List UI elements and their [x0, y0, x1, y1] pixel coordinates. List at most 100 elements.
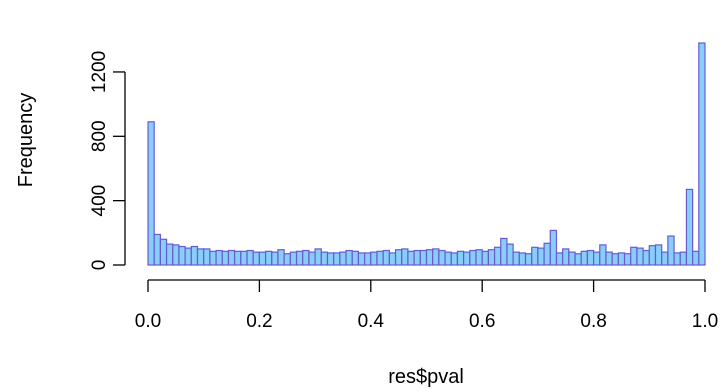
x-axis: 0.0 0.2 0.4 0.6 0.8 1.0 — [135, 279, 718, 332]
histogram-bar — [419, 249, 428, 266]
x-tick-label: 0.8 — [580, 311, 606, 332]
histogram-bar — [432, 248, 440, 266]
y-tick-label: 0 — [89, 260, 110, 271]
histogram-bar — [555, 252, 564, 266]
histogram-bar — [407, 250, 415, 266]
histogram-bar — [500, 237, 508, 266]
histogram-bar — [190, 245, 199, 266]
histogram-bar — [388, 252, 397, 266]
histogram-bar — [215, 249, 223, 266]
histogram-bar — [630, 246, 638, 266]
histogram-bar — [401, 248, 409, 266]
histogram-bar — [382, 249, 390, 266]
histogram-bar — [667, 235, 675, 266]
histogram-bar — [339, 251, 347, 266]
histogram-bar — [617, 252, 626, 266]
histogram-bar — [623, 253, 632, 266]
histogram-bar — [605, 251, 613, 266]
histogram-bar — [326, 252, 335, 266]
histogram-bar — [679, 251, 688, 266]
histogram-bar — [481, 250, 489, 266]
histogram-bar — [549, 229, 558, 266]
y-axis-title: Frequency — [15, 93, 37, 188]
histogram-bar — [475, 249, 483, 266]
histogram-bar — [698, 42, 706, 266]
histogram-bar — [450, 252, 459, 266]
histogram-bar — [611, 253, 619, 266]
histogram-bar — [685, 188, 694, 266]
histogram-bar — [376, 250, 384, 266]
x-tick-label: 0.0 — [135, 311, 161, 332]
histogram-bar — [673, 252, 681, 266]
histogram-bar — [642, 249, 650, 266]
y-tick-label: 800 — [89, 120, 110, 152]
histogram-bar — [456, 250, 465, 266]
histogram-bar — [463, 251, 471, 266]
histogram-bar — [153, 233, 161, 266]
histogram-bar — [258, 251, 267, 266]
histogram-bar — [636, 247, 644, 266]
x-tick-label: 0.2 — [246, 311, 272, 332]
histogram-bar — [592, 251, 601, 266]
histogram-bar — [493, 246, 502, 266]
histogram-bar — [203, 248, 211, 266]
histogram-bar — [648, 245, 657, 266]
histogram-bar — [234, 250, 242, 266]
histogram-bar — [574, 253, 582, 266]
histogram-bar — [320, 251, 329, 266]
histogram-bar — [178, 245, 186, 266]
x-tick-label: 0.4 — [358, 311, 385, 332]
histogram-bar — [469, 249, 477, 266]
histogram-bar — [444, 251, 452, 266]
histogram-bar — [221, 250, 230, 266]
histogram-bar — [308, 251, 316, 266]
histogram-bar — [159, 238, 168, 266]
histogram-bar — [240, 250, 248, 266]
histogram-bar — [295, 250, 304, 266]
histogram-bar — [692, 250, 700, 266]
histogram-bar — [246, 249, 254, 266]
histogram-bar — [227, 249, 236, 266]
histogram-bar — [165, 243, 174, 266]
histogram-bar — [512, 251, 520, 266]
x-tick-label: 1.0 — [692, 311, 718, 332]
histogram-bar — [196, 248, 205, 266]
histogram-bar — [518, 252, 527, 266]
histogram-bar — [314, 248, 322, 266]
histogram-bar — [562, 248, 570, 266]
histogram-bar — [661, 251, 669, 266]
histogram-bar — [531, 246, 539, 266]
histogram-bar — [568, 251, 576, 266]
histogram-bar — [537, 247, 545, 266]
histogram-bar — [283, 253, 291, 266]
histogram-bar — [209, 250, 217, 266]
histogram-bar — [345, 249, 353, 266]
histogram-bar — [394, 249, 403, 266]
histogram-bar — [252, 251, 260, 266]
histogram-bar — [438, 249, 446, 266]
histogram-bar — [289, 251, 298, 266]
y-axis: 0 400 800 1200 — [89, 51, 126, 271]
y-tick-label: 1200 — [89, 51, 110, 93]
histogram-bar — [364, 252, 372, 266]
x-tick-label: 0.6 — [469, 311, 495, 332]
histogram-bar — [147, 121, 155, 266]
histogram-bar — [506, 243, 514, 266]
histogram-bar — [357, 252, 366, 266]
histogram-bar — [413, 249, 421, 266]
histogram-bar — [333, 252, 341, 266]
y-tick-label: 400 — [89, 185, 110, 217]
histogram-bar — [487, 249, 496, 266]
histogram-bar — [586, 249, 595, 266]
histogram-bar — [543, 242, 551, 266]
histogram-bar — [172, 244, 180, 266]
histogram-bar — [184, 247, 192, 266]
histogram-bar — [277, 249, 285, 266]
histogram-bar — [580, 250, 589, 266]
histogram-bar — [271, 251, 279, 266]
histogram-bar — [351, 250, 360, 266]
histogram-bar — [264, 250, 273, 266]
histogram-bar — [370, 251, 378, 266]
x-axis-title: res$pval — [388, 366, 464, 388]
